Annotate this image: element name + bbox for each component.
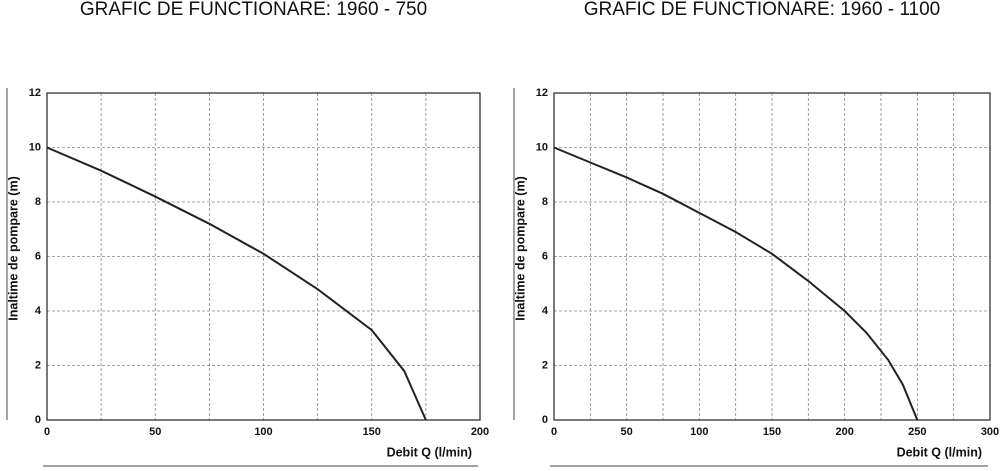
y-tick-label: 8	[542, 196, 548, 208]
plot-frame	[46, 92, 481, 421]
x-tick-label: 250	[908, 426, 926, 438]
y-tick-label: 4	[35, 305, 42, 317]
chart-title: GRAFIC DE FUNCTIONARE: 1960 - 1100	[584, 0, 941, 20]
y-axis-label: Inaltime de pompare (m)	[513, 176, 527, 320]
x-tick-label: 100	[254, 426, 272, 438]
x-axis-label: Debit Q (l/min)	[897, 445, 982, 459]
y-tick-label: 12	[29, 87, 41, 99]
x-tick-label: 200	[471, 426, 489, 438]
y-tick-label: 2	[542, 359, 548, 371]
y-axis-label: Inaltime de pompare (m)	[6, 176, 20, 320]
x-tick-label: 50	[621, 426, 633, 438]
curve	[46, 146, 427, 421]
x-tick-label: 150	[363, 426, 381, 438]
y-tick-label: 6	[542, 250, 548, 262]
y-tick-label: 8	[35, 196, 41, 208]
x-tick-label: 150	[763, 426, 781, 438]
x-tick-label: 200	[835, 426, 853, 438]
x-tick-label: 50	[149, 426, 161, 438]
y-tick-label: 0	[35, 414, 41, 426]
x-tick-label: 0	[551, 426, 557, 438]
plot-frame	[553, 92, 991, 421]
y-tick-label: 2	[35, 359, 41, 371]
y-tick-label: 6	[35, 250, 41, 262]
x-tick-label: 300	[981, 426, 999, 438]
curve	[553, 146, 919, 421]
y-tick-label: 10	[536, 141, 548, 153]
x-tick-label: 100	[690, 426, 708, 438]
chart-title: GRAFIC DE FUNCTIONARE: 1960 - 750	[80, 0, 427, 20]
y-tick-label: 4	[542, 305, 549, 317]
x-tick-label: 0	[44, 426, 50, 438]
y-tick-label: 12	[536, 87, 548, 99]
y-tick-label: 10	[29, 141, 41, 153]
y-tick-label: 0	[542, 414, 548, 426]
x-axis-label: Debit Q (l/min)	[387, 445, 472, 459]
